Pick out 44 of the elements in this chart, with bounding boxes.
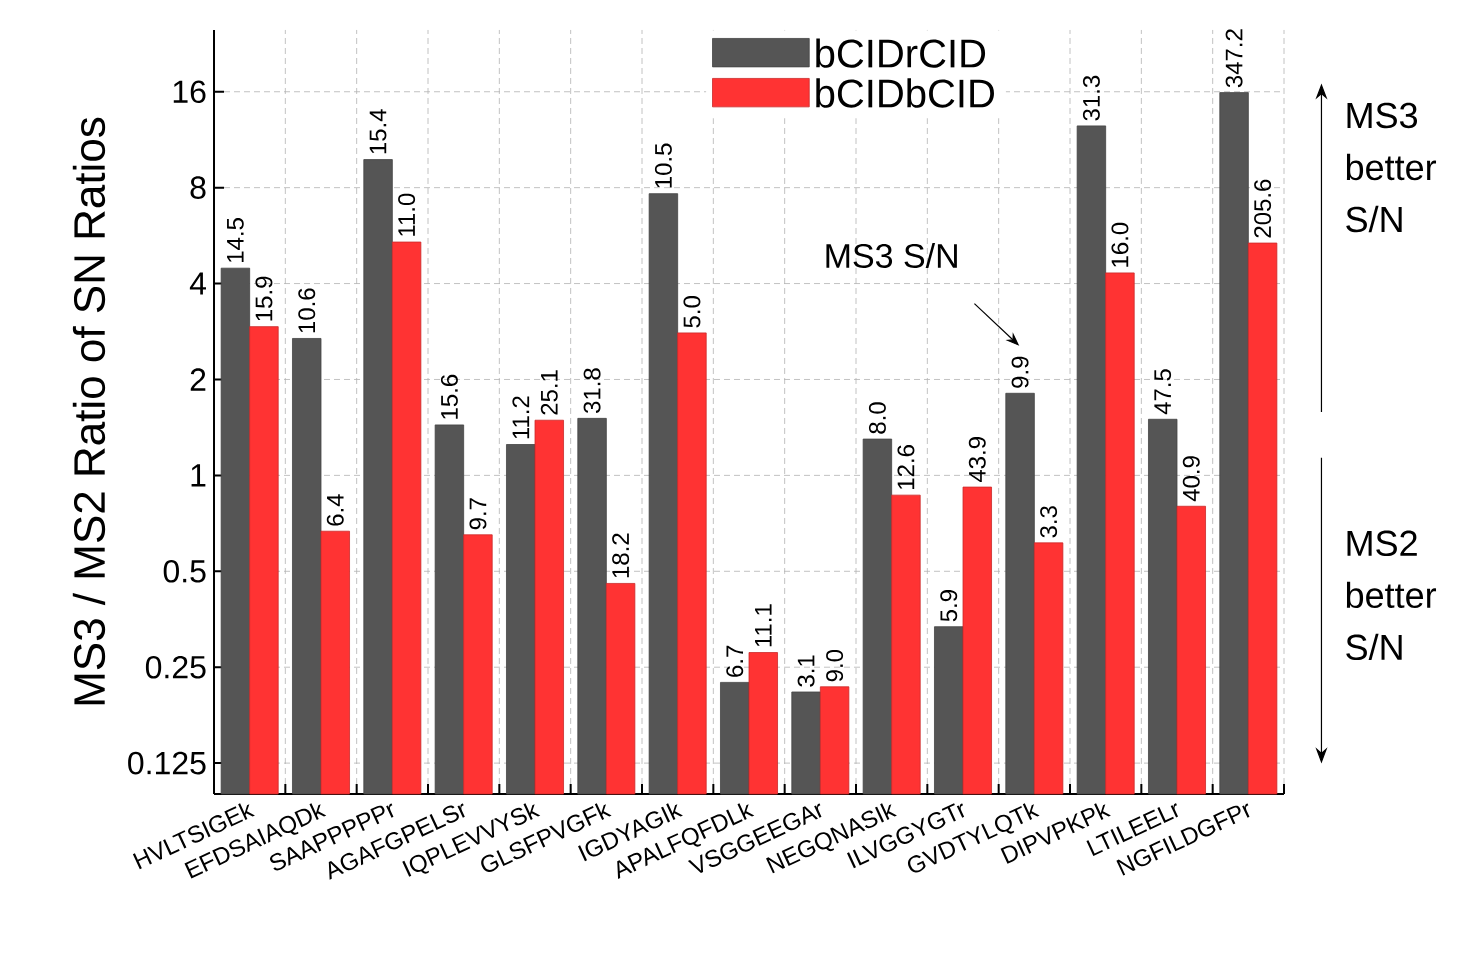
y-tick-label: 4: [189, 272, 206, 295]
annotation: 47.5: [1154, 369, 1172, 415]
annotation: 43.9: [968, 437, 986, 483]
annotation: 11.1: [755, 604, 772, 647]
y-axis-title: MS3 / MS2 Ratio of SN Ratios: [72, 117, 106, 705]
annotation: 31.3: [1082, 75, 1100, 121]
annotation: 40.9: [1182, 456, 1200, 502]
annotation: 18.2: [612, 533, 630, 578]
annotation: 15.6: [440, 374, 458, 419]
annotation: 6.4: [326, 494, 344, 526]
annotation: 347.2: [1225, 29, 1243, 88]
annotation: 9.0: [826, 649, 844, 682]
annotation: 9.7: [469, 498, 487, 530]
text: MS3 better S/N: [1346, 102, 1437, 233]
annotation: 6.7: [726, 645, 744, 677]
annotation: 10.6: [298, 288, 316, 333]
y-tick-label: 0.25: [145, 655, 206, 679]
annotation: 5.9: [940, 590, 958, 622]
annotation: 15.9: [255, 276, 273, 321]
annotation: 8.0: [868, 402, 886, 434]
annotation: 25.1: [540, 370, 558, 415]
annotation: 205.6: [1254, 179, 1272, 238]
legend-label: bCIDbCID: [816, 78, 994, 108]
annotation: 12.6: [897, 445, 915, 489]
annotation: 3.1: [797, 655, 815, 687]
y-tick-label: 0.125: [128, 751, 206, 775]
annotation: 10.5: [654, 143, 672, 188]
annotation: 11.0: [398, 193, 416, 236]
annotation: 15.4: [369, 109, 387, 154]
annotation: 31.8: [583, 368, 601, 414]
y-tick-label: 0.5: [163, 559, 206, 583]
y-tick-label: 1: [191, 464, 206, 487]
annotation: 11.2: [512, 396, 530, 439]
annotation: 16.0: [1111, 222, 1129, 267]
annotation: 5.0: [683, 296, 701, 328]
annotation: MS3 S/N: [826, 243, 957, 268]
legend-label: bCIDrCID: [816, 38, 986, 68]
annotation: 3.3: [1040, 506, 1058, 538]
annotation: 14.5: [227, 218, 244, 262]
y-tick-label: 2: [190, 368, 206, 391]
text: MS2 better S/N: [1346, 530, 1437, 661]
y-tick-label: 8: [190, 176, 206, 199]
y-tick-label: 16: [173, 80, 206, 104]
annotation: 9.9: [1011, 356, 1029, 388]
